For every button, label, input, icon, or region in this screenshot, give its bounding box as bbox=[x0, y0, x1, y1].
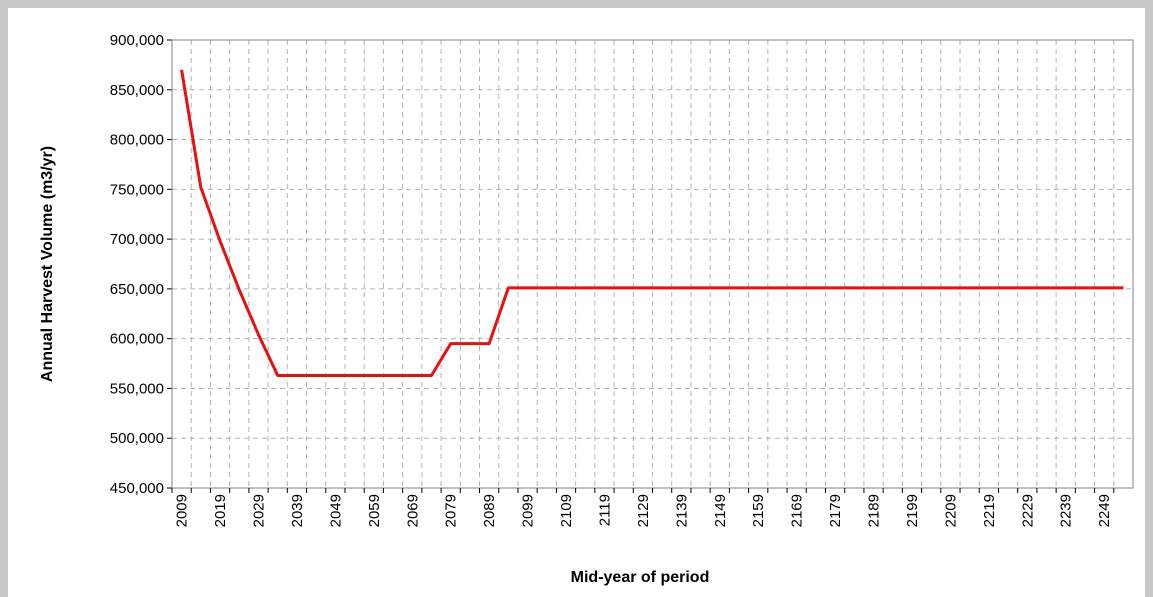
x-tick-label: 2169 bbox=[789, 494, 806, 527]
y-tick-label: 800,000 bbox=[110, 132, 164, 149]
x-tick-label: 2199 bbox=[904, 494, 921, 527]
x-tick-label: 2049 bbox=[327, 494, 344, 527]
y-tick-label: 450,000 bbox=[110, 480, 164, 497]
y-tick-label: 550,000 bbox=[110, 380, 164, 397]
x-tick-label: 2029 bbox=[250, 494, 267, 527]
x-tick-label: 2089 bbox=[481, 494, 498, 527]
x-tick-label: 2189 bbox=[866, 494, 883, 527]
x-tick-label: 2219 bbox=[981, 494, 998, 527]
x-tick-label: 2229 bbox=[1019, 494, 1036, 527]
x-tick-label: 2239 bbox=[1058, 494, 1075, 527]
x-tick-label: 2149 bbox=[712, 494, 729, 527]
x-tick-label: 2109 bbox=[558, 494, 575, 527]
x-tick-label: 2129 bbox=[635, 494, 652, 527]
y-tick-label: 600,000 bbox=[110, 331, 164, 348]
x-tick-label: 2099 bbox=[520, 494, 537, 527]
x-tick-label: 2079 bbox=[443, 494, 460, 527]
x-tick-label: 2019 bbox=[212, 494, 229, 527]
y-tick-label: 850,000 bbox=[110, 82, 164, 99]
x-tick-label: 2039 bbox=[289, 494, 306, 527]
y-tick-label: 650,000 bbox=[110, 281, 164, 298]
data-line bbox=[180, 69, 1124, 378]
x-axis-title: Mid-year of period bbox=[571, 569, 710, 586]
x-tick-label: 2209 bbox=[942, 494, 959, 527]
y-tick-label: 500,000 bbox=[110, 430, 164, 447]
x-tick-label: 2059 bbox=[366, 494, 383, 527]
x-tick-label: 2249 bbox=[1096, 494, 1113, 527]
y-tick-label: 900,000 bbox=[110, 32, 164, 49]
x-tick-label: 2069 bbox=[404, 494, 421, 527]
x-tick-label: 2159 bbox=[750, 494, 767, 527]
y-axis-title: Annual Harvest Volume (m3/yr) bbox=[39, 146, 56, 382]
x-tick-label: 2009 bbox=[174, 494, 191, 527]
x-tick-label: 2139 bbox=[673, 494, 690, 527]
y-tick-label: 750,000 bbox=[110, 181, 164, 198]
x-tick-label: 2179 bbox=[827, 494, 844, 527]
y-tick-label: 700,000 bbox=[110, 231, 164, 248]
x-tick-label: 2119 bbox=[596, 494, 613, 526]
